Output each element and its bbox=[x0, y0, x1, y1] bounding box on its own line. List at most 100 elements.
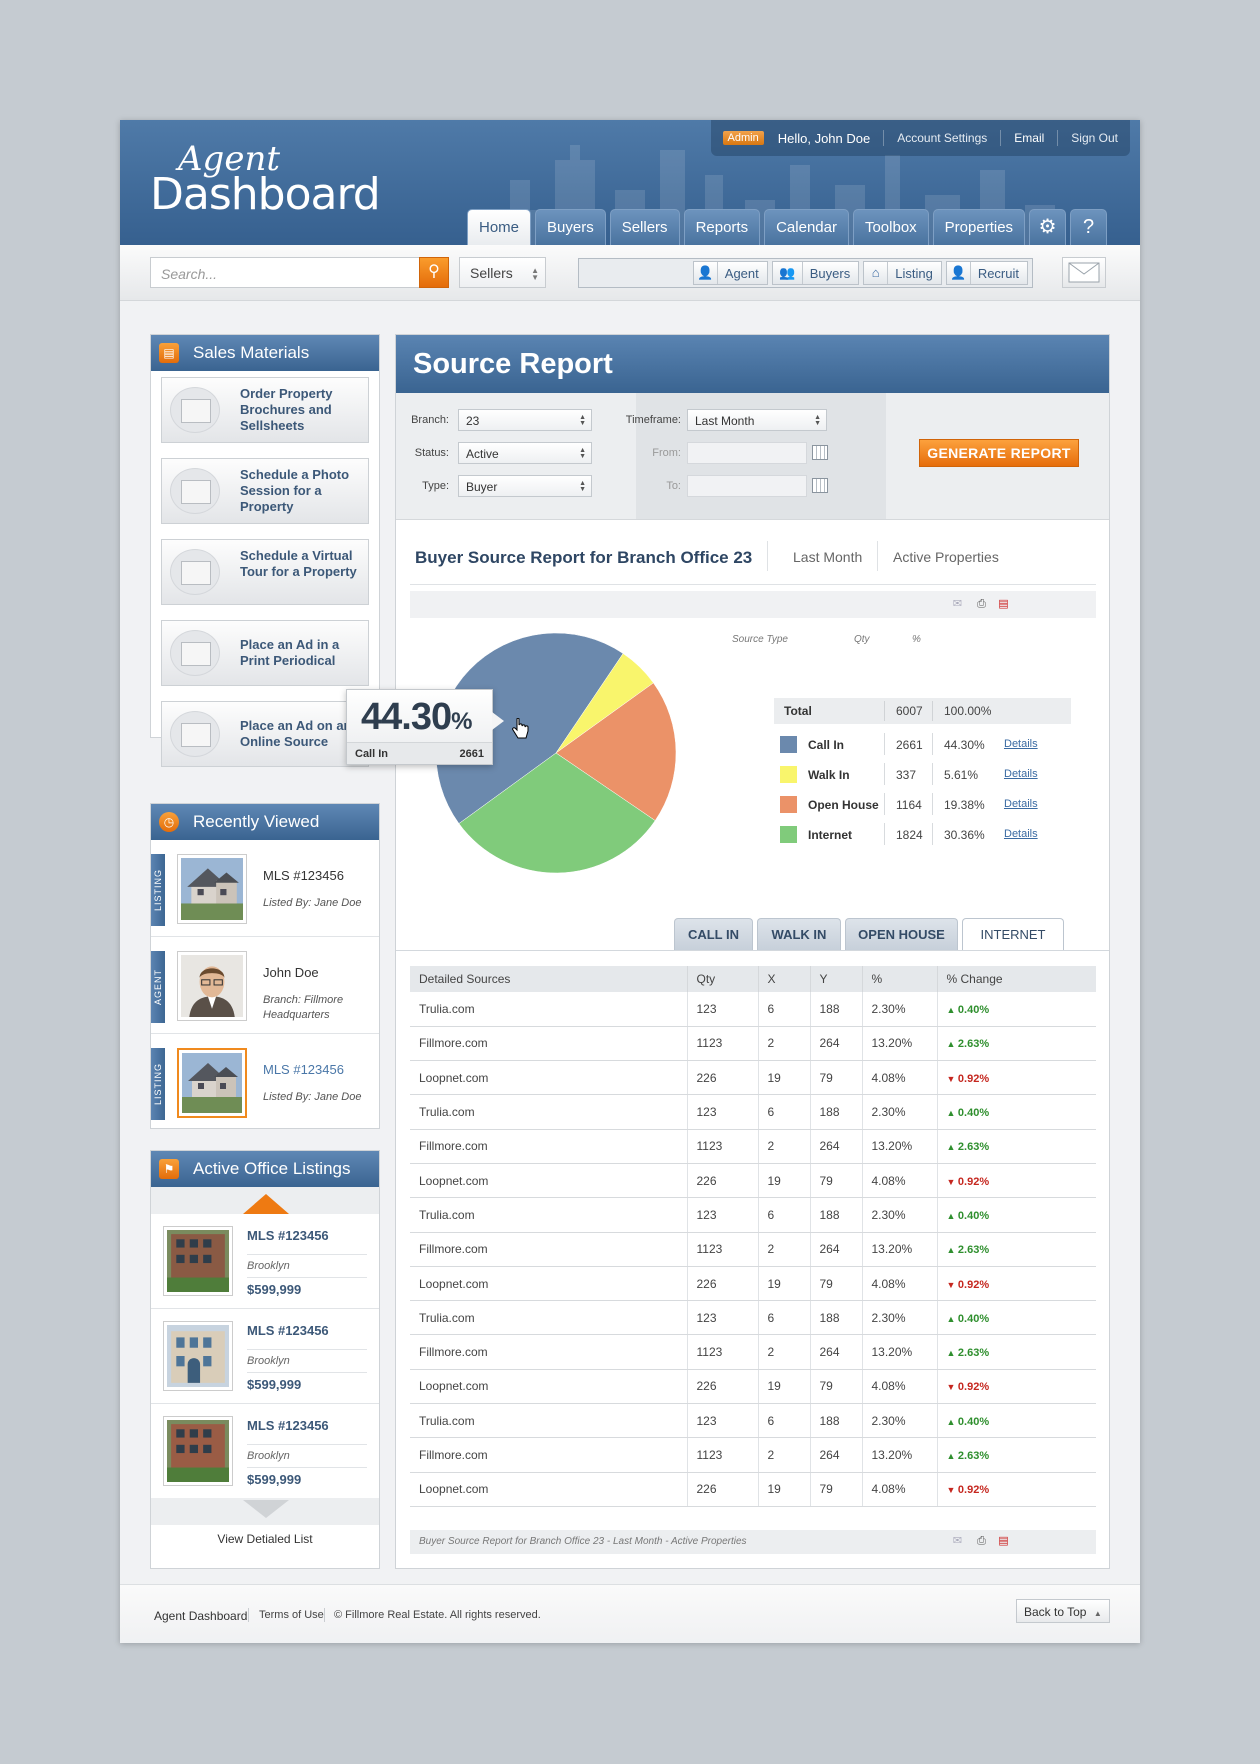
col-header[interactable]: Qty bbox=[687, 966, 759, 992]
table-row[interactable]: Fillmore.com 1123 2 264 13.20% ▲ 2.63% bbox=[410, 1232, 1096, 1267]
to-date-input[interactable] bbox=[687, 475, 807, 497]
sales-material-item[interactable]: Schedule a Photo Session for a Property bbox=[161, 458, 369, 524]
tab-buyers[interactable]: Buyers bbox=[535, 209, 606, 245]
trend-up-icon: ▲ bbox=[946, 1451, 958, 1461]
add-listing-button[interactable]: ⌂ Listing bbox=[863, 261, 942, 285]
search-button[interactable]: ⚲ bbox=[419, 257, 449, 288]
calendar-icon[interactable] bbox=[812, 478, 828, 493]
details-link[interactable]: Details bbox=[1004, 828, 1038, 840]
tab-sellers[interactable]: Sellers bbox=[609, 209, 680, 245]
search-input[interactable]: Search... bbox=[150, 257, 420, 288]
tab-open-house[interactable]: OPEN HOUSE bbox=[845, 918, 958, 950]
details-link[interactable]: Details bbox=[1004, 768, 1038, 780]
recent-item[interactable]: LISTING MLS #123456 Listed By: Jane Doe bbox=[151, 1034, 379, 1131]
listing-item[interactable]: MLS #123456 Brooklyn $599,999 bbox=[151, 1309, 379, 1404]
email-report-icon[interactable]: ✉ bbox=[952, 598, 963, 610]
pdf-icon[interactable]: ▤ bbox=[998, 1535, 1009, 1547]
from-date-input[interactable] bbox=[687, 442, 807, 464]
search-scope-select[interactable]: Sellers ▲ ▼ bbox=[459, 257, 546, 288]
listing-item[interactable]: MLS #123456 Brooklyn $599,999 bbox=[151, 1404, 379, 1498]
recent-item[interactable]: AGENT John Doe Branch: Fillmore Headquar… bbox=[151, 937, 379, 1034]
tab-home[interactable]: Home bbox=[467, 209, 532, 245]
add-agent-button[interactable]: 👤 Agent bbox=[692, 261, 768, 285]
print-icon[interactable]: ⎙ bbox=[977, 598, 986, 610]
pct-change-cell: ▼ 0.92% bbox=[937, 1369, 1096, 1405]
details-link[interactable]: Details bbox=[1004, 738, 1038, 750]
scroll-down-button[interactable] bbox=[151, 1498, 379, 1525]
type-select[interactable]: Buyer ▲ ▼ bbox=[458, 475, 592, 497]
recent-item[interactable]: LISTING MLS #123456 Listed By: Jane Doe bbox=[151, 840, 379, 937]
sales-material-item[interactable]: Place an Ad on an Online Source bbox=[161, 701, 369, 767]
generate-report-button[interactable]: GENERATE REPORT bbox=[919, 439, 1079, 467]
table-row[interactable]: Loopnet.com 226 19 79 4.08% ▼ 0.92% bbox=[410, 1163, 1096, 1199]
add-recruit-button[interactable]: 👤 Recruit bbox=[945, 261, 1028, 285]
col-header[interactable]: % bbox=[862, 966, 938, 992]
listing-item[interactable]: MLS #123456 Brooklyn $599,999 bbox=[151, 1214, 379, 1309]
table-row[interactable]: Loopnet.com 226 19 79 4.08% ▼ 0.92% bbox=[410, 1472, 1096, 1507]
terms-link[interactable]: Terms of Use bbox=[259, 1609, 324, 1621]
account-settings-link[interactable]: Account Settings bbox=[897, 131, 988, 145]
table-row[interactable]: Trulia.com 123 6 188 2.30% ▲ 0.40% bbox=[410, 1197, 1096, 1233]
report-actions-bar: ✉ ⎙ ▤ bbox=[410, 591, 1096, 618]
pie-slice-call-in[interactable] bbox=[435, 632, 624, 824]
details-link[interactable]: Details bbox=[1004, 798, 1038, 810]
tab-toolbox[interactable]: Toolbox bbox=[852, 209, 929, 245]
email-report-icon[interactable]: ✉ bbox=[952, 1535, 963, 1547]
table-row[interactable]: Fillmore.com 1123 2 264 13.20% ▲ 2.63% bbox=[410, 1437, 1096, 1473]
table-row[interactable]: Fillmore.com 1123 2 264 13.20% ▲ 2.63% bbox=[410, 1026, 1096, 1062]
mail-button[interactable] bbox=[1062, 257, 1106, 288]
add-buyers-button[interactable]: 👥 Buyers bbox=[771, 261, 860, 285]
add-new-bar: Add New 👤 Agent 👥 Buyers ⌂ Listing 👤 Rec… bbox=[578, 258, 1033, 502]
tab-reports[interactable]: Reports bbox=[683, 209, 761, 245]
table-row[interactable]: Fillmore.com 1123 2 264 13.20% ▲ 2.63% bbox=[410, 1129, 1096, 1164]
sign-out-link[interactable]: Sign Out bbox=[1071, 131, 1118, 145]
help-icon[interactable]: ? bbox=[1070, 209, 1108, 245]
view-detailed-list-link[interactable]: View Detialed List bbox=[217, 1532, 313, 1546]
pct-change-value: 0.40% bbox=[957, 1312, 990, 1325]
col-header[interactable]: Y bbox=[810, 966, 863, 992]
tab-walk-in[interactable]: WALK IN bbox=[757, 918, 841, 950]
footer-brand[interactable]: Agent Dashboard bbox=[154, 1609, 248, 1623]
sales-material-item[interactable]: Schedule a Virtual Tour for a Property bbox=[161, 539, 369, 605]
gear-icon[interactable]: ⚙ bbox=[1029, 209, 1067, 245]
table-row[interactable]: Trulia.com 123 6 188 2.30% ▲ 0.40% bbox=[410, 1094, 1096, 1130]
tab-calendar[interactable]: Calendar bbox=[764, 209, 849, 245]
x-cell: 19 bbox=[758, 1060, 811, 1096]
table-row[interactable]: Trulia.com 123 6 188 2.30% ▲ 0.40% bbox=[410, 1403, 1096, 1439]
table-row[interactable]: Trulia.com 123 6 188 2.30% ▲ 0.40% bbox=[410, 992, 1096, 1027]
pie-slice-internet[interactable] bbox=[458, 752, 656, 874]
to-label: To: bbox=[666, 480, 681, 492]
tab-internet[interactable]: INTERNET bbox=[962, 918, 1064, 950]
table-row[interactable]: Loopnet.com 226 19 79 4.08% ▼ 0.92% bbox=[410, 1060, 1096, 1096]
sales-material-item[interactable]: Order Property Brochures and Sellsheets bbox=[161, 377, 369, 443]
user-bar: Admin Hello, John Doe Account Settings E… bbox=[710, 120, 1130, 156]
col-header[interactable]: % Change bbox=[937, 966, 1096, 992]
tab-call-in[interactable]: CALL IN bbox=[674, 918, 753, 950]
source-cell: Loopnet.com bbox=[410, 1266, 688, 1302]
col-header[interactable]: X bbox=[758, 966, 811, 992]
calendar-icon[interactable] bbox=[812, 445, 828, 460]
trend-down-icon: ▼ bbox=[946, 1485, 958, 1496]
table-row[interactable]: Loopnet.com 226 19 79 4.08% ▼ 0.92% bbox=[410, 1266, 1096, 1302]
email-link[interactable]: Email bbox=[1014, 131, 1045, 145]
pdf-icon[interactable]: ▤ bbox=[998, 598, 1009, 610]
sales-material-item[interactable]: Place an Ad in a Print Periodical bbox=[161, 620, 369, 686]
table-row[interactable]: Fillmore.com 1123 2 264 13.20% ▲ 2.63% bbox=[410, 1334, 1096, 1370]
timeframe-select[interactable]: Last Month ▲ ▼ bbox=[687, 409, 827, 431]
tab-properties[interactable]: Properties bbox=[932, 209, 1026, 245]
col-header[interactable]: Detailed Sources bbox=[410, 966, 688, 992]
table-row[interactable]: Loopnet.com 226 19 79 4.08% ▼ 0.92% bbox=[410, 1369, 1096, 1405]
pie-slice-open-house[interactable] bbox=[555, 682, 677, 821]
add-recruit-label: Recruit bbox=[977, 265, 1019, 281]
logo[interactable]: Agent Dashboard bbox=[150, 142, 381, 218]
back-to-top-button[interactable]: Back to Top ▲ bbox=[1016, 1599, 1110, 1623]
table-row[interactable]: Trulia.com 123 6 188 2.30% ▲ 0.40% bbox=[410, 1300, 1096, 1336]
print-icon[interactable]: ⎙ bbox=[977, 1535, 986, 1547]
scroll-up-button[interactable] bbox=[151, 1187, 379, 1214]
house-image bbox=[182, 1053, 242, 1113]
status-select[interactable]: Active ▲ ▼ bbox=[458, 442, 592, 464]
qty-cell: 123 bbox=[687, 992, 759, 1027]
source-pie-chart[interactable] bbox=[406, 622, 706, 902]
branch-select[interactable]: 23 ▲ ▼ bbox=[458, 409, 592, 431]
x-cell: 2 bbox=[758, 1334, 811, 1370]
